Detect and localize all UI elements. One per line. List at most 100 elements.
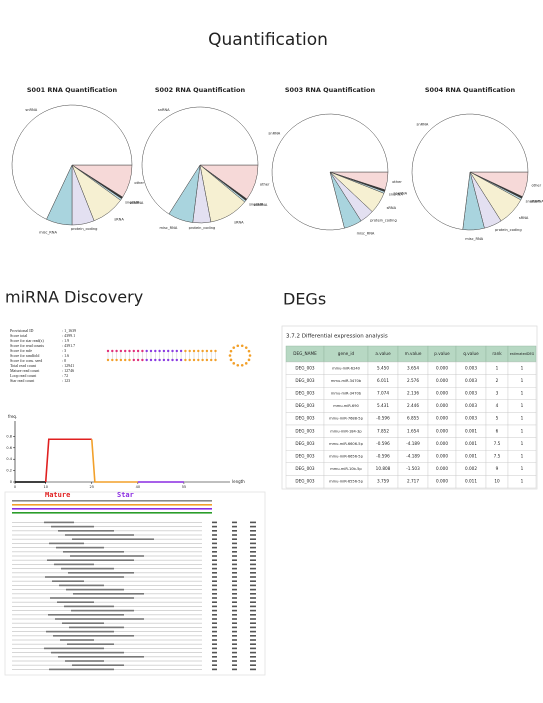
alignment-count [232, 626, 237, 629]
y-tick-label: 0.2 [6, 469, 12, 473]
alignment-count [212, 618, 217, 620]
hairpin-base [236, 344, 240, 348]
slice-label: sRNA [114, 218, 124, 222]
cell-text: 0.000 [436, 479, 448, 484]
hairpin-base [179, 358, 183, 362]
pie-slice [141, 106, 259, 215]
hairpin-base [128, 358, 131, 362]
cell-text: mmu-miR-7688-5p [329, 417, 363, 421]
slice-label: scaRNA [530, 199, 543, 203]
alignment-read [12, 648, 202, 649]
alignment-count [250, 626, 256, 629]
cell-text: DEG_003 [295, 479, 315, 484]
alignment-count [212, 567, 217, 570]
alignment-count [250, 551, 256, 553]
alignment-read [47, 559, 134, 561]
alignment-count [250, 618, 256, 620]
alignment-count [212, 668, 217, 671]
alignment-count [212, 643, 217, 645]
alignment-count [250, 643, 256, 645]
alignment-count [232, 593, 237, 595]
hairpin-base [115, 358, 118, 362]
alignment-count [212, 559, 217, 561]
hairpin-base [210, 358, 213, 362]
slice-label: sRNA [519, 216, 529, 220]
alignment-count [232, 555, 237, 557]
x-tick-label: 25 [90, 485, 94, 489]
cell-text: 0.000 [436, 454, 448, 459]
y-tick-label: 0 [10, 480, 12, 484]
cell-text: 0.003 [465, 416, 477, 421]
alignment-count [232, 572, 237, 574]
stat-label: Score total [10, 333, 28, 338]
cell-text: 1 [521, 454, 524, 459]
slice-label: protein_coding [189, 226, 216, 230]
cell-text: 5.431 [377, 403, 389, 408]
alignment-count [212, 555, 217, 557]
hairpin-base [124, 349, 127, 353]
alignment-count [212, 521, 217, 524]
stat-label: Loop read count [10, 373, 37, 378]
alignment-count [212, 635, 217, 637]
cell-text: mmu-miR-6240 [332, 366, 361, 370]
cell-text: 0.001 [465, 454, 477, 459]
cell-text: 0.002 [465, 466, 477, 471]
stat-value: : 12746 [62, 368, 74, 373]
hairpin-base [167, 349, 170, 353]
alignment-read [71, 609, 134, 612]
alignment-count [232, 576, 237, 578]
alignment-count [232, 584, 237, 587]
cell-text: 7.5 [494, 454, 501, 459]
hairpin-base [205, 358, 209, 362]
alignment-read [44, 521, 74, 524]
cell-text: 7.074 [377, 391, 389, 396]
alignment-count [232, 525, 237, 528]
stat-label: Provisional ID [10, 328, 34, 333]
alignment-count [232, 639, 237, 641]
slice-label: other [134, 181, 144, 185]
alignment-count [250, 630, 256, 633]
cell-text: 0.000 [436, 428, 448, 433]
hairpin-base [244, 346, 248, 349]
hairpin-base [145, 349, 148, 353]
slice-label: snRNA [417, 123, 429, 127]
hairpin-base [119, 349, 123, 353]
table-subtitle: 3.7.2 Differential expression analysis [286, 334, 388, 340]
alignment-read [12, 601, 202, 603]
alignment-count [250, 546, 256, 549]
stat-value: : 4391.7 [62, 343, 75, 348]
cell-text: 1.654 [407, 428, 419, 433]
hairpin-base [128, 349, 131, 353]
cell-text: 3 [496, 391, 499, 396]
hairpin-base [162, 358, 166, 362]
alignment-read [12, 585, 202, 586]
alignment-count [250, 635, 256, 637]
cell-text: mmu-miR-6606-5p [329, 442, 363, 446]
alignment-read [12, 522, 202, 523]
hairpin-base [115, 349, 118, 353]
alignment-count [212, 525, 217, 528]
alignment-count [212, 551, 217, 553]
alignment-count [250, 580, 256, 582]
cell-text: 0.000 [436, 365, 448, 370]
alignment-read [58, 656, 144, 658]
hairpin-base [184, 358, 187, 362]
hairpin-base [201, 358, 204, 362]
hairpin-base [205, 349, 209, 353]
slice-label: protein_coding [495, 228, 522, 232]
alignment-read [49, 542, 84, 545]
alignment-read [12, 543, 202, 544]
slice-label: protein_coding [370, 219, 397, 223]
hairpin-base [167, 358, 170, 362]
hairpin-base [111, 349, 114, 353]
cell-text: 5.450 [377, 365, 389, 370]
alignment-count [250, 534, 256, 536]
section-heading: miRNA Discovery [5, 288, 143, 307]
hairpin-base [247, 349, 251, 353]
cell-text: 6.855 [407, 416, 419, 421]
hairpin-base [145, 358, 148, 362]
cell-text: -0.596 [376, 441, 390, 446]
slice-label: snRNA [158, 108, 170, 112]
alignment-count [212, 588, 217, 591]
alignment-count [250, 572, 256, 574]
